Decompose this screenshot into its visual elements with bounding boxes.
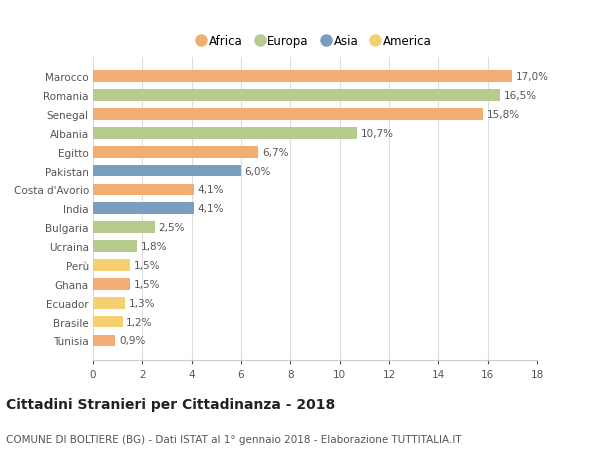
Bar bbox=[93, 71, 512, 83]
Bar bbox=[93, 90, 500, 101]
Text: 15,8%: 15,8% bbox=[487, 110, 520, 120]
Text: 0,9%: 0,9% bbox=[119, 336, 145, 346]
Bar bbox=[93, 203, 194, 215]
Bar bbox=[93, 297, 125, 309]
Bar bbox=[93, 241, 137, 252]
Bar bbox=[93, 165, 241, 177]
Text: 2,5%: 2,5% bbox=[158, 223, 185, 233]
Text: 1,3%: 1,3% bbox=[129, 298, 155, 308]
Text: 16,5%: 16,5% bbox=[503, 91, 537, 101]
Text: 1,5%: 1,5% bbox=[134, 260, 160, 270]
Text: 1,8%: 1,8% bbox=[141, 241, 167, 252]
Text: 6,7%: 6,7% bbox=[262, 147, 289, 157]
Text: 17,0%: 17,0% bbox=[516, 72, 549, 82]
Bar bbox=[93, 278, 130, 290]
Text: 6,0%: 6,0% bbox=[245, 166, 271, 176]
Bar bbox=[93, 184, 194, 196]
Bar bbox=[93, 259, 130, 271]
Bar bbox=[93, 146, 258, 158]
Bar bbox=[93, 222, 155, 234]
Bar bbox=[93, 335, 115, 347]
Text: 1,2%: 1,2% bbox=[126, 317, 153, 327]
Legend: Africa, Europa, Asia, America: Africa, Europa, Asia, America bbox=[193, 30, 437, 52]
Text: 4,1%: 4,1% bbox=[198, 185, 224, 195]
Text: COMUNE DI BOLTIERE (BG) - Dati ISTAT al 1° gennaio 2018 - Elaborazione TUTTITALI: COMUNE DI BOLTIERE (BG) - Dati ISTAT al … bbox=[6, 434, 461, 444]
Bar bbox=[93, 128, 357, 140]
Text: 10,7%: 10,7% bbox=[361, 129, 394, 139]
Text: 1,5%: 1,5% bbox=[134, 279, 160, 289]
Text: Cittadini Stranieri per Cittadinanza - 2018: Cittadini Stranieri per Cittadinanza - 2… bbox=[6, 397, 335, 411]
Text: 4,1%: 4,1% bbox=[198, 204, 224, 214]
Bar bbox=[93, 316, 122, 328]
Bar bbox=[93, 109, 483, 121]
